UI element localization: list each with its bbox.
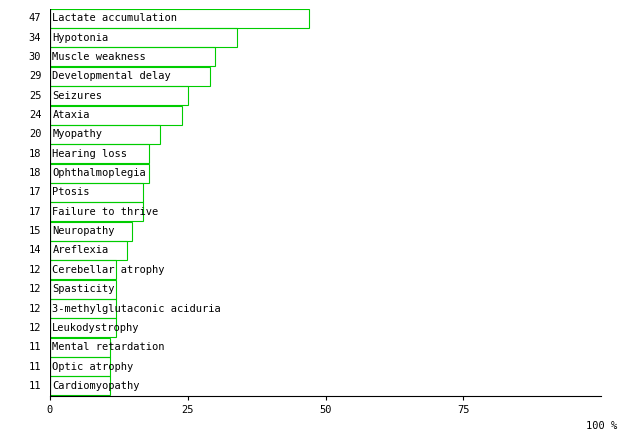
Bar bbox=[50, 376, 110, 396]
Text: Developmental delay: Developmental delay bbox=[52, 71, 171, 81]
Bar bbox=[50, 183, 143, 202]
Text: Ophthalmoplegia: Ophthalmoplegia bbox=[52, 168, 146, 178]
Bar bbox=[50, 105, 182, 125]
Text: Failure to thrive: Failure to thrive bbox=[52, 207, 159, 217]
Bar bbox=[50, 202, 143, 221]
Bar bbox=[50, 221, 133, 241]
Bar bbox=[50, 241, 127, 260]
Text: Ptosis: Ptosis bbox=[52, 187, 90, 197]
Text: Areflexia: Areflexia bbox=[52, 246, 108, 255]
Text: 11: 11 bbox=[29, 381, 42, 391]
Text: 12: 12 bbox=[29, 304, 42, 313]
Text: Cardiomyopathy: Cardiomyopathy bbox=[52, 381, 140, 391]
Bar bbox=[50, 86, 187, 105]
Text: 17: 17 bbox=[29, 207, 42, 217]
Text: 11: 11 bbox=[29, 342, 42, 352]
Text: Hearing loss: Hearing loss bbox=[52, 149, 127, 159]
Bar bbox=[50, 280, 116, 299]
Text: 20: 20 bbox=[29, 129, 42, 139]
Text: 18: 18 bbox=[29, 149, 42, 159]
Text: Seizures: Seizures bbox=[52, 91, 102, 101]
Text: Hypotonia: Hypotonia bbox=[52, 33, 108, 43]
Text: 17: 17 bbox=[29, 187, 42, 197]
Bar bbox=[50, 357, 110, 376]
Text: Myopathy: Myopathy bbox=[52, 129, 102, 139]
Bar bbox=[50, 299, 116, 318]
Text: 47: 47 bbox=[29, 13, 42, 23]
Text: Ataxia: Ataxia bbox=[52, 110, 90, 120]
Bar bbox=[50, 28, 237, 47]
Text: 15: 15 bbox=[29, 226, 42, 236]
Text: 34: 34 bbox=[29, 33, 42, 43]
Text: 100 %: 100 % bbox=[586, 421, 617, 430]
Bar bbox=[50, 9, 309, 28]
Text: Optic atrophy: Optic atrophy bbox=[52, 362, 133, 372]
Text: 30: 30 bbox=[29, 52, 42, 62]
Text: 12: 12 bbox=[29, 265, 42, 275]
Text: Neuropathy: Neuropathy bbox=[52, 226, 115, 236]
Text: Cerebellar atrophy: Cerebellar atrophy bbox=[52, 265, 165, 275]
Text: Muscle weakness: Muscle weakness bbox=[52, 52, 146, 62]
Text: 14: 14 bbox=[29, 246, 42, 255]
Bar bbox=[50, 260, 116, 280]
Text: Mental retardation: Mental retardation bbox=[52, 342, 165, 352]
Text: Spasticity: Spasticity bbox=[52, 284, 115, 294]
Text: 11: 11 bbox=[29, 362, 42, 372]
Bar bbox=[50, 125, 160, 144]
Bar bbox=[50, 338, 110, 357]
Text: Lactate accumulation: Lactate accumulation bbox=[52, 13, 177, 23]
Text: Leukodystrophy: Leukodystrophy bbox=[52, 323, 140, 333]
Text: 3-methylglutaconic aciduria: 3-methylglutaconic aciduria bbox=[52, 304, 221, 313]
Bar bbox=[50, 144, 149, 163]
Text: 24: 24 bbox=[29, 110, 42, 120]
Bar bbox=[50, 47, 215, 67]
Text: 29: 29 bbox=[29, 71, 42, 81]
Text: 25: 25 bbox=[29, 91, 42, 101]
Text: 18: 18 bbox=[29, 168, 42, 178]
Text: 12: 12 bbox=[29, 323, 42, 333]
Bar bbox=[50, 67, 210, 86]
Text: 12: 12 bbox=[29, 284, 42, 294]
Bar bbox=[50, 318, 116, 338]
Bar bbox=[50, 163, 149, 183]
